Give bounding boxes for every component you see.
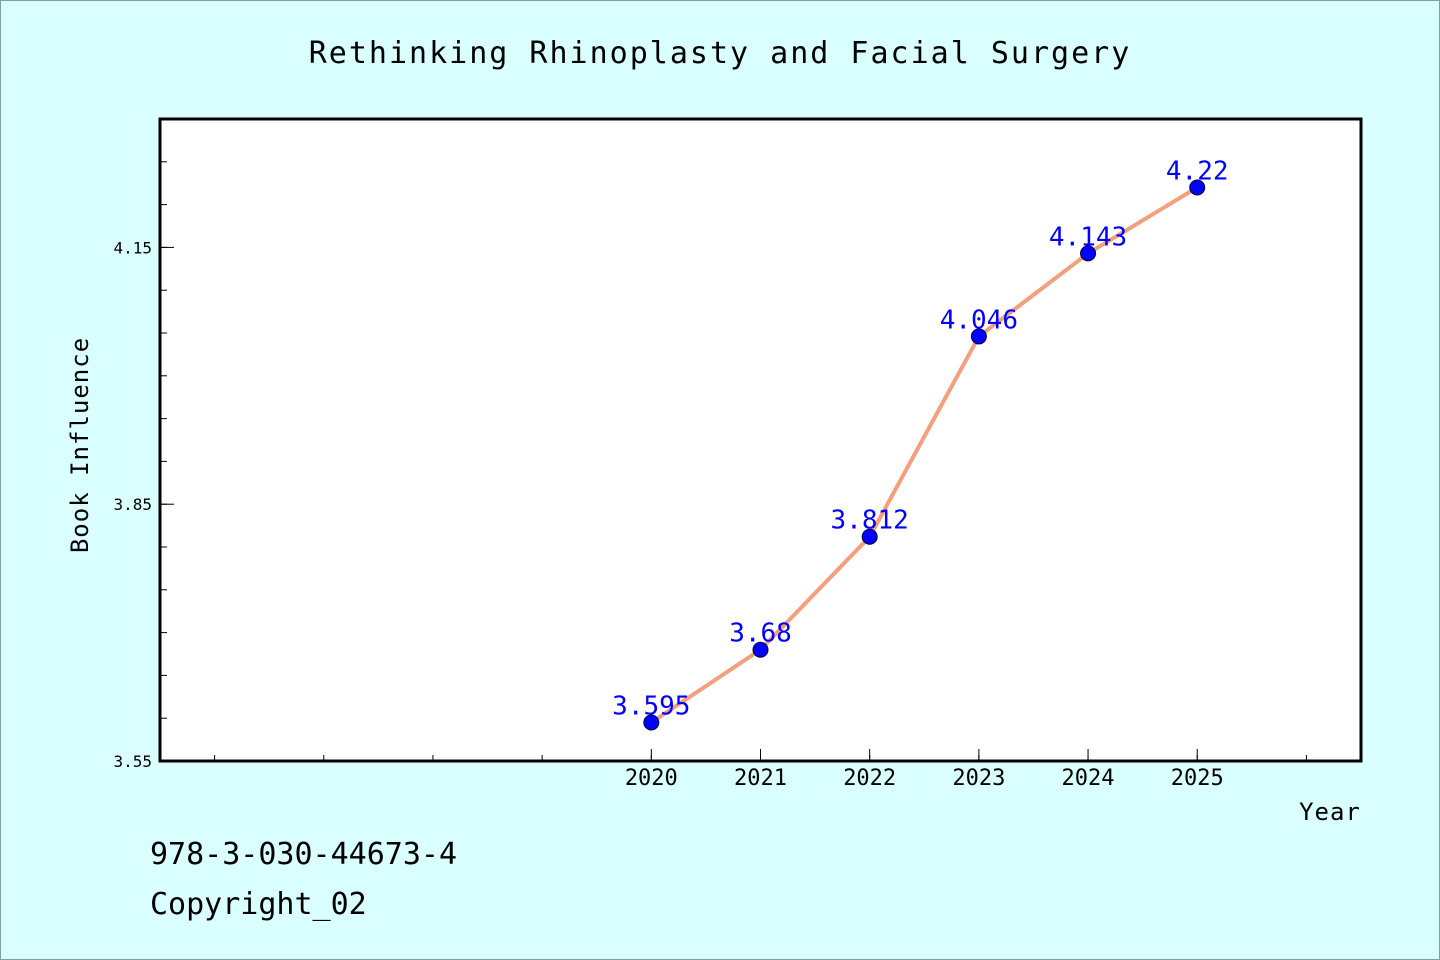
x-tick-label: 2023 [952, 766, 1005, 791]
x-tick-label: 2021 [734, 766, 787, 791]
data-label: 3.812 [831, 506, 909, 536]
data-point [643, 714, 660, 731]
series-line [650, 185, 1199, 725]
y-tick-label: 3.55 [113, 752, 152, 771]
y-axis-ticks: 3.55 3.85 4.15 [113, 238, 174, 771]
data-point [861, 528, 878, 545]
x-tick-label: 2020 [625, 766, 678, 791]
x-axis-label: Year [1299, 798, 1361, 826]
y-tick-label: 3.85 [113, 495, 152, 514]
x-tick-label: 2022 [843, 766, 896, 791]
data-label: 3.595 [612, 691, 690, 721]
data-markers [643, 179, 1206, 731]
plot-area [158, 117, 1363, 763]
y-axis-label: Book Influence [66, 337, 94, 553]
data-label: 4.143 [1049, 222, 1127, 252]
data-point [752, 641, 769, 658]
x-tick-label: 2024 [1062, 766, 1115, 791]
copyright-text: Copyright_02 [150, 887, 367, 922]
data-label: 4.22 [1166, 156, 1229, 186]
data-label: 4.046 [940, 305, 1018, 335]
x-axis-ticks: 2020 2021 2022 2023 2024 2025 [625, 749, 1224, 791]
x-tick-label: 2025 [1171, 766, 1224, 791]
chart-title: Rethinking Rhinoplasty and Facial Surger… [309, 36, 1132, 71]
y-tick-label: 4.15 [113, 238, 152, 257]
data-point [1080, 245, 1097, 262]
data-point [970, 328, 987, 345]
isbn-text: 978-3-030-44673-4 [150, 837, 457, 872]
data-label: 3.68 [729, 619, 792, 649]
data-labels: 3.595 3.68 3.812 4.046 4.143 4.22 [612, 156, 1228, 721]
data-point [1189, 179, 1206, 196]
